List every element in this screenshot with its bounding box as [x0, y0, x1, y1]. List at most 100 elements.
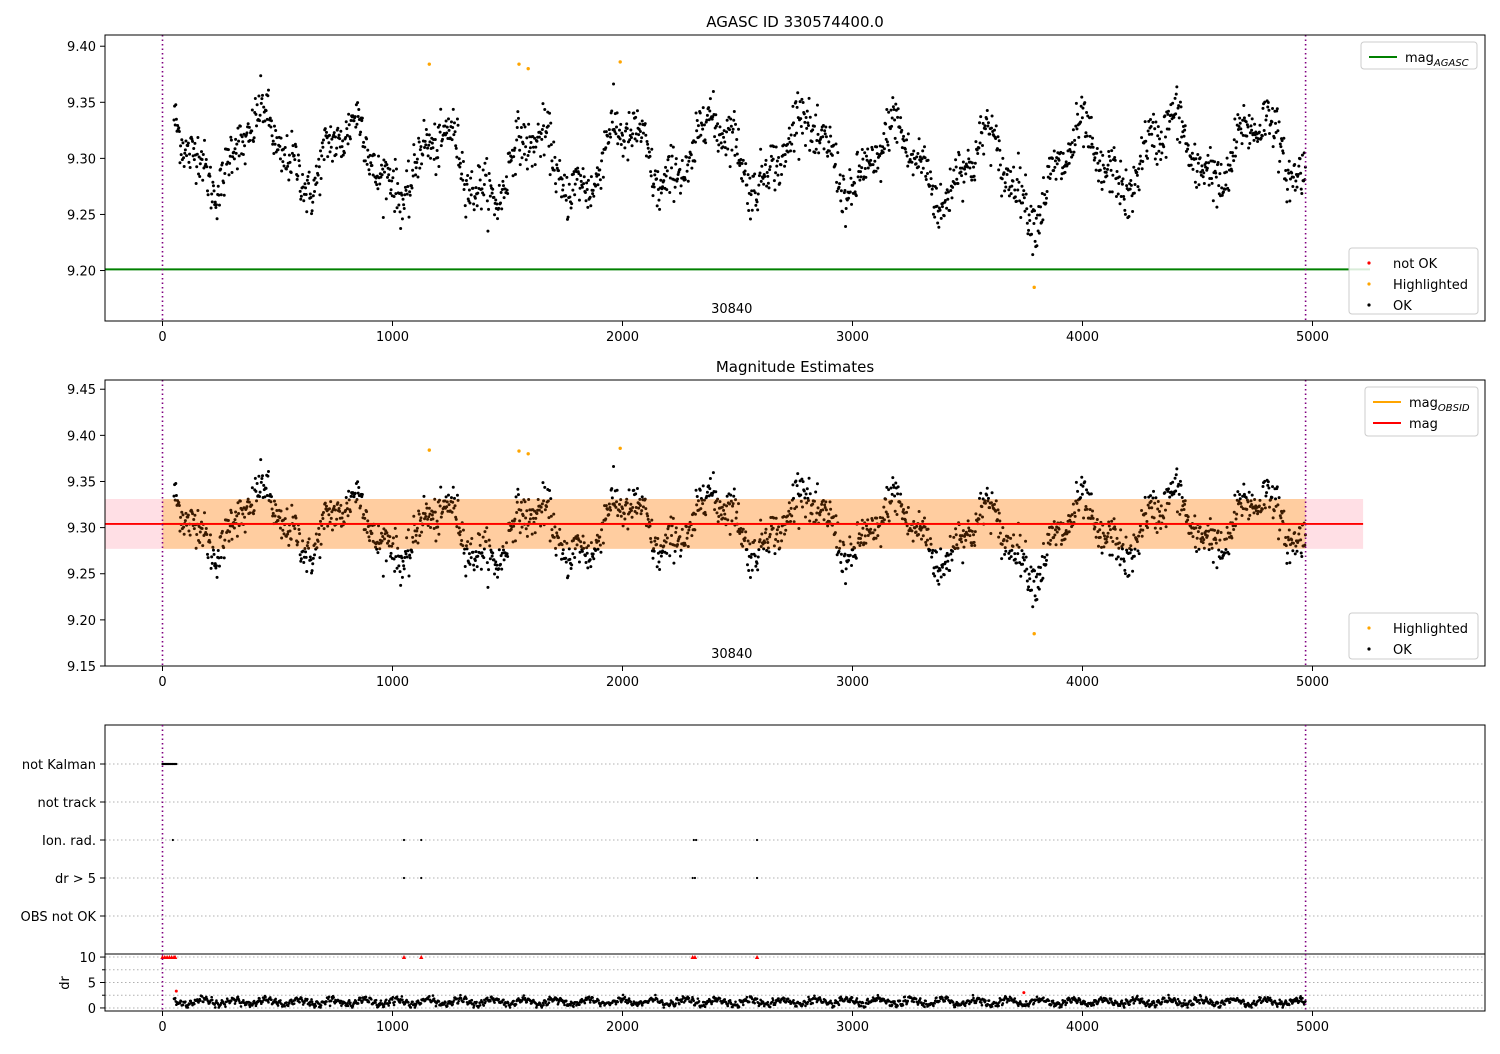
ok-point [331, 160, 334, 163]
ok-point [254, 490, 257, 493]
dr-point [457, 1000, 460, 1003]
ok-point [629, 129, 632, 132]
ok-point [1175, 93, 1178, 96]
dr-point [777, 997, 780, 1000]
ok-point [476, 192, 479, 195]
ok-point [1191, 152, 1194, 155]
ok-point [408, 554, 411, 557]
ok-point [678, 168, 681, 171]
ok-point [907, 506, 910, 509]
ok-point [765, 185, 768, 188]
ok-point [1153, 127, 1156, 130]
dr-point [542, 1004, 545, 1007]
ok-point [1079, 496, 1082, 499]
ok-point [465, 179, 468, 182]
ok-point [899, 116, 902, 119]
ok-point [1164, 136, 1167, 139]
ok-point [1022, 189, 1025, 192]
ok-point [615, 500, 618, 503]
ok-point [1233, 511, 1236, 514]
ok-point [519, 531, 522, 534]
ok-point [893, 118, 896, 121]
ok-point [604, 517, 607, 520]
ok-point [189, 534, 192, 537]
ok-point [665, 174, 668, 177]
ok-point [1207, 161, 1210, 164]
ok-point [543, 153, 546, 156]
ok-point [202, 153, 205, 156]
ok-point [370, 532, 373, 535]
ok-point [408, 190, 411, 193]
ok-point [341, 516, 344, 519]
ok-point [1208, 548, 1211, 551]
ok-point [1070, 150, 1073, 153]
dr-point [584, 1002, 587, 1005]
ok-point [1019, 166, 1022, 169]
dr-point [285, 1001, 288, 1004]
ok-point [616, 514, 619, 517]
p2-xtick-label: 5000 [1296, 675, 1329, 690]
ok-point [1129, 188, 1132, 191]
ok-point [612, 465, 615, 468]
ok-point [1072, 128, 1075, 131]
ok-point [985, 494, 988, 497]
dr-point [599, 1005, 602, 1008]
ok-point [1290, 172, 1293, 175]
ok-point [349, 137, 352, 140]
ok-point [214, 201, 217, 204]
ok-point [1111, 540, 1114, 543]
ok-point [201, 527, 204, 530]
dr-point [298, 1001, 301, 1004]
ok-point [524, 125, 527, 128]
ok-point [327, 141, 330, 144]
ok-point [737, 502, 740, 505]
ok-point [599, 178, 602, 181]
ok-point [280, 536, 283, 539]
ok-point [1064, 538, 1067, 541]
ok-point [1299, 157, 1302, 160]
ok-point [1229, 164, 1232, 167]
ok-point [216, 576, 219, 579]
ok-point [1086, 134, 1089, 137]
ok-point [650, 519, 653, 522]
ok-point [448, 129, 451, 132]
ok-point [762, 547, 765, 550]
ok-point [634, 492, 637, 495]
ok-point [731, 505, 734, 508]
ok-point [464, 565, 467, 568]
ok-point [666, 536, 669, 539]
ok-point [984, 127, 987, 130]
ok-point [1077, 136, 1080, 139]
ok-point [1082, 145, 1085, 148]
ok-point [260, 477, 263, 480]
ok-point [612, 83, 615, 86]
ok-point [980, 131, 983, 134]
ok-point [1072, 503, 1075, 506]
ok-point [906, 155, 909, 158]
ok-point [418, 167, 421, 170]
ok-point [1017, 546, 1020, 549]
ok-point [1086, 508, 1089, 511]
ok-point [790, 507, 793, 510]
ok-point [735, 517, 738, 520]
ok-point [850, 564, 853, 567]
ok-point [696, 495, 699, 498]
ok-point [675, 526, 678, 529]
ok-point [365, 137, 368, 140]
ok-point [747, 569, 750, 572]
ok-point [277, 148, 280, 151]
ok-point [1199, 156, 1202, 159]
ok-point [1183, 129, 1186, 132]
ok-point [257, 94, 260, 97]
ok-point [1153, 145, 1156, 148]
dr-point [779, 1001, 782, 1004]
dr-point [734, 1000, 737, 1003]
ok-point [406, 549, 409, 552]
ok-point [488, 544, 491, 547]
ok-point [948, 209, 951, 212]
ok-point [1090, 143, 1093, 146]
dr-point [324, 1003, 327, 1006]
ok-point [979, 115, 982, 118]
ok-point [1286, 188, 1289, 191]
dr-point [387, 1004, 390, 1007]
